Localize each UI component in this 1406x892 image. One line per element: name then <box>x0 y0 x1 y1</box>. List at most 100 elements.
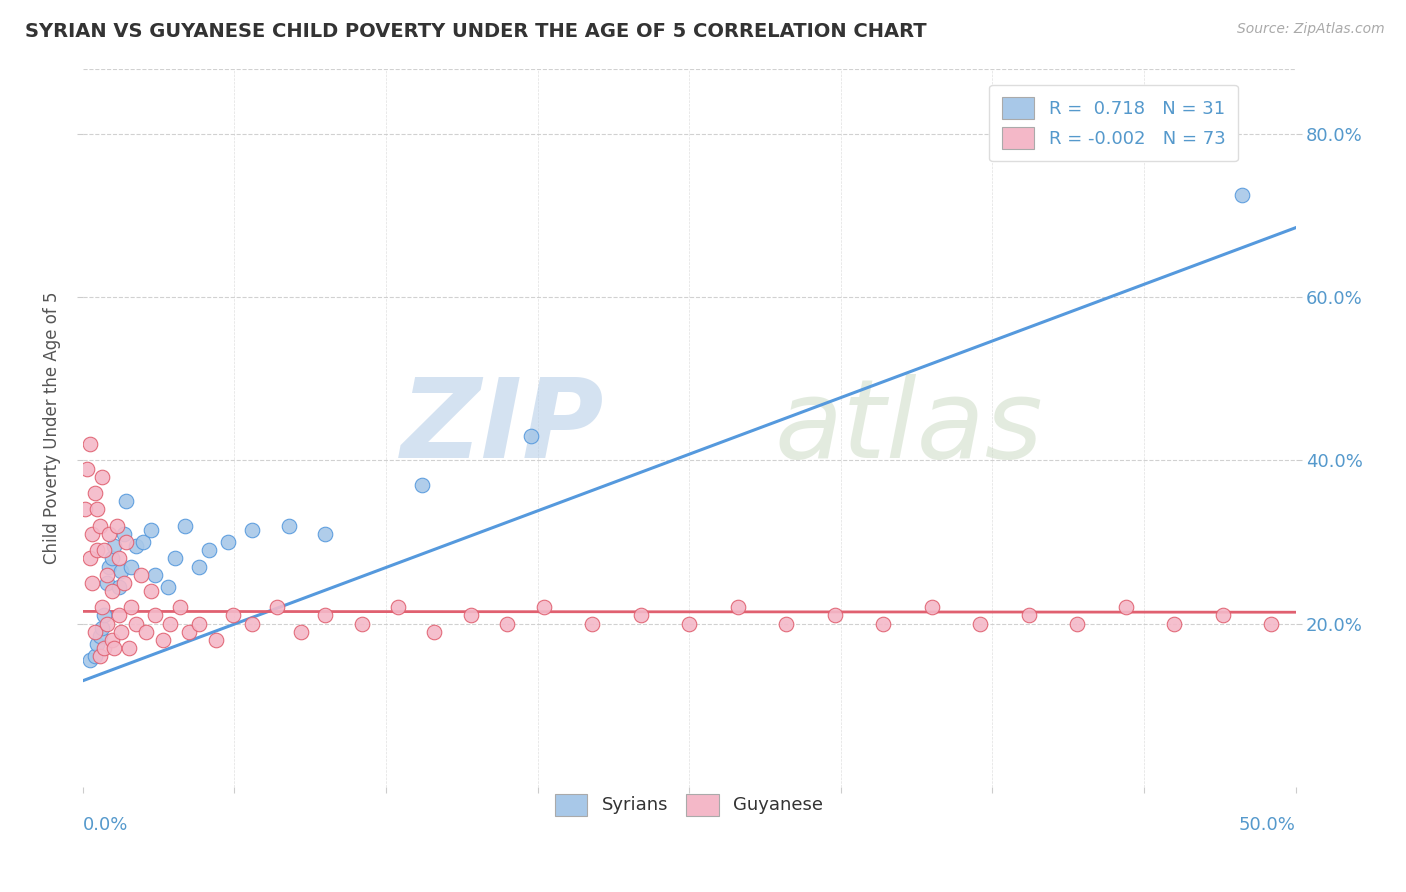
Point <box>460 608 482 623</box>
Point <box>79 551 101 566</box>
Point <box>100 632 122 647</box>
Point <box>1115 600 1137 615</box>
Point <box>411 478 433 492</box>
Point <box>242 523 264 537</box>
Point <box>145 567 167 582</box>
Point <box>727 600 749 615</box>
Point <box>115 494 138 508</box>
Point <box>96 616 118 631</box>
Point <box>82 526 104 541</box>
Point <box>1018 608 1040 623</box>
Point <box>103 539 125 553</box>
Point <box>188 616 211 631</box>
Point <box>496 616 519 631</box>
Text: SYRIAN VS GUYANESE CHILD POVERTY UNDER THE AGE OF 5 CORRELATION CHART: SYRIAN VS GUYANESE CHILD POVERTY UNDER T… <box>25 22 927 41</box>
Point <box>179 624 201 639</box>
Point <box>156 580 179 594</box>
Point <box>188 559 211 574</box>
Point <box>86 637 108 651</box>
Point <box>86 543 108 558</box>
Point <box>89 629 111 643</box>
Point <box>1260 616 1282 631</box>
Point <box>75 502 97 516</box>
Point <box>108 608 131 623</box>
Point <box>86 502 108 516</box>
Point <box>100 551 122 566</box>
Point <box>139 523 162 537</box>
Point <box>242 616 264 631</box>
Point <box>217 535 239 549</box>
Point <box>105 518 128 533</box>
Point <box>93 608 115 623</box>
Text: ZIP: ZIP <box>401 375 605 481</box>
Point <box>100 584 122 599</box>
Point <box>120 559 142 574</box>
Text: Source: ZipAtlas.com: Source: ZipAtlas.com <box>1237 22 1385 37</box>
Point <box>678 616 700 631</box>
Point <box>129 567 152 582</box>
Point <box>277 518 299 533</box>
Point <box>118 641 141 656</box>
Point <box>350 616 373 631</box>
Point <box>83 649 105 664</box>
Point <box>125 616 148 631</box>
Point <box>93 641 115 656</box>
Point <box>1309 600 1331 615</box>
Point <box>132 535 155 549</box>
Point <box>1357 616 1379 631</box>
Text: 0.0%: 0.0% <box>83 815 128 834</box>
Point <box>98 559 121 574</box>
Point <box>82 575 104 590</box>
Point <box>533 600 555 615</box>
Point <box>96 575 118 590</box>
Point <box>125 539 148 553</box>
Point <box>115 535 138 549</box>
Point <box>423 624 446 639</box>
Point <box>103 641 125 656</box>
Point <box>824 608 846 623</box>
Point <box>89 518 111 533</box>
Point <box>83 624 105 639</box>
Point <box>110 624 132 639</box>
Point <box>112 575 135 590</box>
Point <box>112 526 135 541</box>
Point <box>98 526 121 541</box>
Point <box>314 608 336 623</box>
Point <box>91 600 114 615</box>
Point <box>1232 188 1254 202</box>
Point <box>91 621 114 635</box>
Point <box>387 600 409 615</box>
Point <box>145 608 167 623</box>
Point <box>110 564 132 578</box>
Point <box>83 486 105 500</box>
Point <box>581 616 603 631</box>
Point <box>198 543 221 558</box>
Legend: Syrians, Guyanese: Syrians, Guyanese <box>543 780 837 828</box>
Point <box>173 518 195 533</box>
Point <box>1212 608 1234 623</box>
Point <box>108 580 131 594</box>
Point <box>152 632 174 647</box>
Point <box>921 600 943 615</box>
Point <box>222 608 245 623</box>
Point <box>91 469 114 483</box>
Text: atlas: atlas <box>775 375 1043 481</box>
Point <box>630 608 652 623</box>
Point <box>139 584 162 599</box>
Point <box>872 616 894 631</box>
Point <box>79 437 101 451</box>
Point <box>205 632 228 647</box>
Point <box>159 616 181 631</box>
Point <box>266 600 288 615</box>
Point <box>1163 616 1185 631</box>
Point <box>108 551 131 566</box>
Point <box>163 551 186 566</box>
Point <box>1066 616 1088 631</box>
Point <box>93 543 115 558</box>
Point <box>76 461 98 475</box>
Point <box>775 616 797 631</box>
Point <box>169 600 191 615</box>
Point <box>89 649 111 664</box>
Text: 50.0%: 50.0% <box>1239 815 1295 834</box>
Point <box>520 429 543 443</box>
